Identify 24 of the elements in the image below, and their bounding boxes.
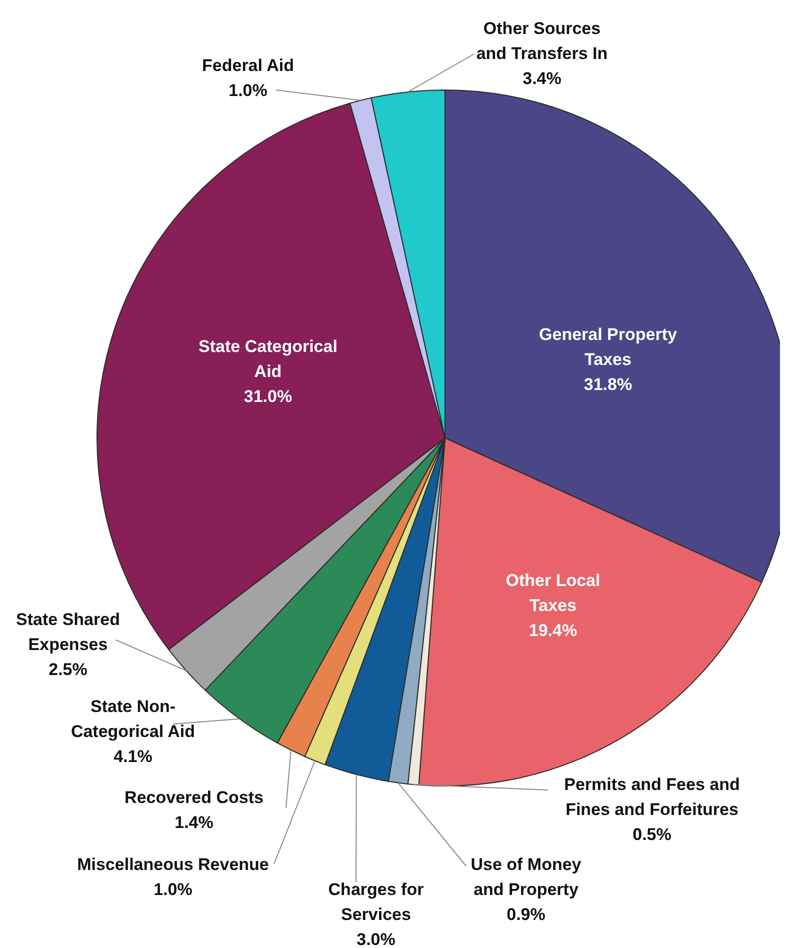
data-label: 0.5% xyxy=(632,825,672,844)
slice-label: Miscellaneous Revenue xyxy=(77,855,269,874)
data-label: 1.0% xyxy=(228,81,268,100)
slice-label: Permits and Fees and Fines and Forfeitures xyxy=(564,775,740,819)
slice-label: Other Sources and Transfers In xyxy=(476,19,608,63)
slice-label: State Shared Expenses xyxy=(16,610,120,654)
slice-label: State Categorical Aid xyxy=(198,337,338,381)
data-label: 19.4% xyxy=(528,621,578,640)
data-label: 0.9% xyxy=(506,905,546,924)
slice-label: Use of Money and Property xyxy=(470,855,582,899)
data-label: 1.4% xyxy=(174,813,214,832)
slice-label: State Non-Categorical Aid xyxy=(70,697,196,741)
data-label: 3.4% xyxy=(522,69,562,88)
data-label: 2.5% xyxy=(48,660,88,679)
slice-label: Other Local Taxes xyxy=(506,571,600,615)
slice-label: General Property Taxes xyxy=(539,325,678,369)
data-label: 31.8% xyxy=(584,375,632,394)
data-label: 4.1% xyxy=(114,747,152,766)
slice-label: Recovered Costs xyxy=(124,788,264,807)
slice-label: Federal Aid xyxy=(202,56,294,75)
data-label: 31.0% xyxy=(244,387,292,406)
data-label: 1.0% xyxy=(154,880,192,899)
data-label: 3.0% xyxy=(356,930,396,948)
slice-label: Charges for Services xyxy=(328,880,424,924)
